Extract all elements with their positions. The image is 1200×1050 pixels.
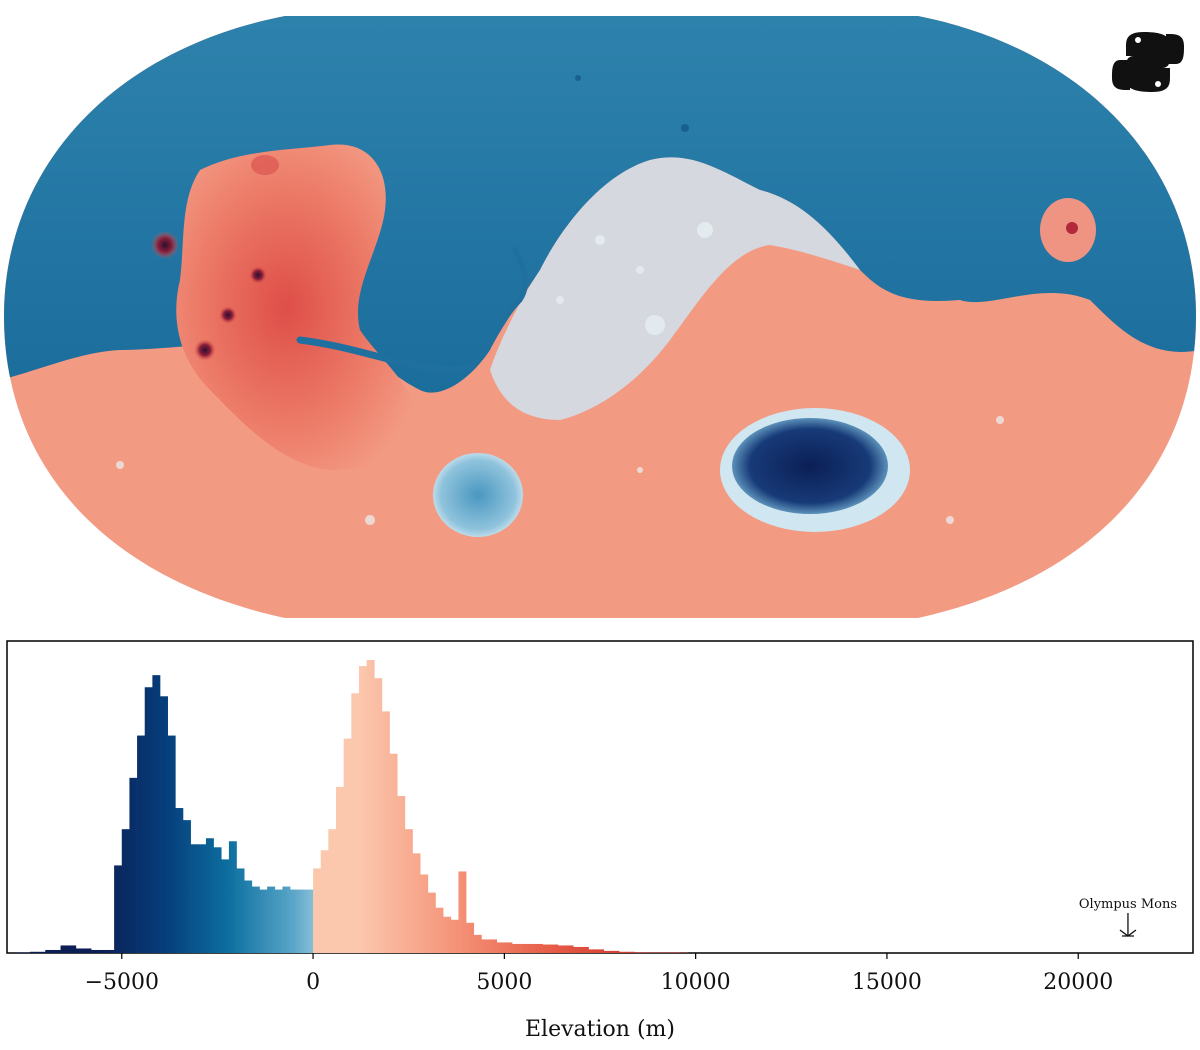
histogram-bar <box>427 892 436 953</box>
histogram-bar <box>336 786 344 953</box>
histogram-bar <box>75 948 92 953</box>
histogram-bar <box>106 949 115 953</box>
outflow-channels <box>467 247 528 371</box>
histogram-bar <box>320 850 329 953</box>
histogram-bar <box>190 844 199 953</box>
histogram-bar <box>213 847 222 953</box>
histogram-bar <box>114 865 123 953</box>
histogram-bar <box>267 886 276 953</box>
histogram-bar <box>152 675 161 953</box>
histogram-bar <box>137 735 146 953</box>
histogram-bar <box>351 693 360 953</box>
histogram-bar <box>389 753 398 953</box>
histogram-bar <box>358 666 367 953</box>
histogram-bar <box>450 919 459 953</box>
histogram-bar <box>374 678 383 953</box>
histogram-bar <box>129 777 138 953</box>
histogram-bar <box>305 889 314 953</box>
histogram-bar <box>542 944 559 953</box>
histogram-bar <box>366 660 375 953</box>
histogram-bar <box>236 868 245 953</box>
histogram-bar <box>175 808 184 953</box>
histogram-bar <box>557 945 574 953</box>
histogram-bar <box>412 853 421 953</box>
x-tick-label: −5000 <box>85 970 159 995</box>
histogram-bar <box>274 889 283 953</box>
arsia-mons <box>194 339 216 361</box>
x-tick-label: 0 <box>306 970 320 995</box>
histogram-bar <box>343 738 352 953</box>
histogram-bar <box>527 943 543 953</box>
valles-marineris <box>296 336 474 374</box>
histogram-bar <box>473 934 482 953</box>
histogram-bar <box>160 696 168 953</box>
histogram-bar <box>313 868 322 953</box>
histogram-bar <box>397 795 406 953</box>
histogram-bar <box>121 829 130 953</box>
olympus-mons <box>151 231 179 259</box>
histogram-bar <box>481 939 498 953</box>
histogram-bar <box>458 871 467 953</box>
histogram-bar <box>259 889 268 953</box>
histogram-bar <box>205 838 214 953</box>
histogram-bars <box>14 660 689 953</box>
x-axis: −5000 0 5000 10000 15000 20000 <box>85 953 1113 995</box>
histogram-bar <box>45 949 61 953</box>
histogram-bar <box>60 945 77 953</box>
hellas-basin <box>732 418 888 514</box>
annotation-arrowhead <box>1119 929 1137 937</box>
histogram-bar <box>443 916 452 953</box>
histogram-bar <box>404 829 413 953</box>
python-logo-icon <box>1112 32 1184 92</box>
pavonis-mons <box>219 306 237 324</box>
mars-elevation-map <box>4 16 1196 618</box>
histogram-bar <box>221 859 230 953</box>
histogram-bar <box>297 889 306 953</box>
elysium-mons <box>1066 222 1078 234</box>
dichotomy-transition <box>490 157 860 420</box>
histogram-bar <box>603 950 620 953</box>
tharsis-region <box>176 144 420 470</box>
histogram-bar <box>573 946 589 953</box>
histogram-bar <box>144 687 153 953</box>
histogram-bar <box>244 880 253 953</box>
histogram-bar <box>588 949 605 953</box>
histogram-bar <box>466 922 475 953</box>
histogram-bar <box>91 949 107 953</box>
histogram-bar <box>167 735 176 953</box>
map-svg <box>4 16 1196 618</box>
x-axis-label: Elevation (m) <box>525 1017 675 1042</box>
histogram-bar <box>381 711 390 953</box>
histogram-bar <box>182 820 191 953</box>
x-tick-label: 20000 <box>1043 970 1113 995</box>
olympus-mons-annotation: Olympus Mons <box>1079 897 1177 937</box>
argyre-basin <box>433 453 523 537</box>
map-projection <box>4 16 1196 618</box>
annotation-label: Olympus Mons <box>1079 897 1177 912</box>
northern-craters <box>575 75 689 132</box>
x-tick-label: 15000 <box>852 970 922 995</box>
histogram-bar <box>198 844 207 953</box>
histogram-bar <box>512 943 528 953</box>
x-tick-label: 10000 <box>661 970 731 995</box>
x-tick-label: 5000 <box>476 970 532 995</box>
elevation-histogram: −5000 0 5000 10000 15000 20000 Olympus Mons E… <box>6 640 1194 1042</box>
histogram-bar <box>251 886 260 953</box>
histogram-bar <box>420 874 429 953</box>
histogram-bar <box>282 886 291 953</box>
histogram-bar <box>29 951 46 953</box>
craters <box>116 222 1004 525</box>
histogram-bar <box>619 951 635 953</box>
histogram-bar <box>435 907 444 953</box>
histogram-bar <box>634 952 651 953</box>
histogram-bar <box>290 889 299 953</box>
histogram-bar <box>14 952 31 953</box>
ascraeus-mons <box>249 266 267 284</box>
histogram-bar <box>228 841 237 953</box>
histogram-bar <box>328 829 337 953</box>
alba-mons <box>251 155 279 175</box>
histogram-bar <box>496 942 513 953</box>
